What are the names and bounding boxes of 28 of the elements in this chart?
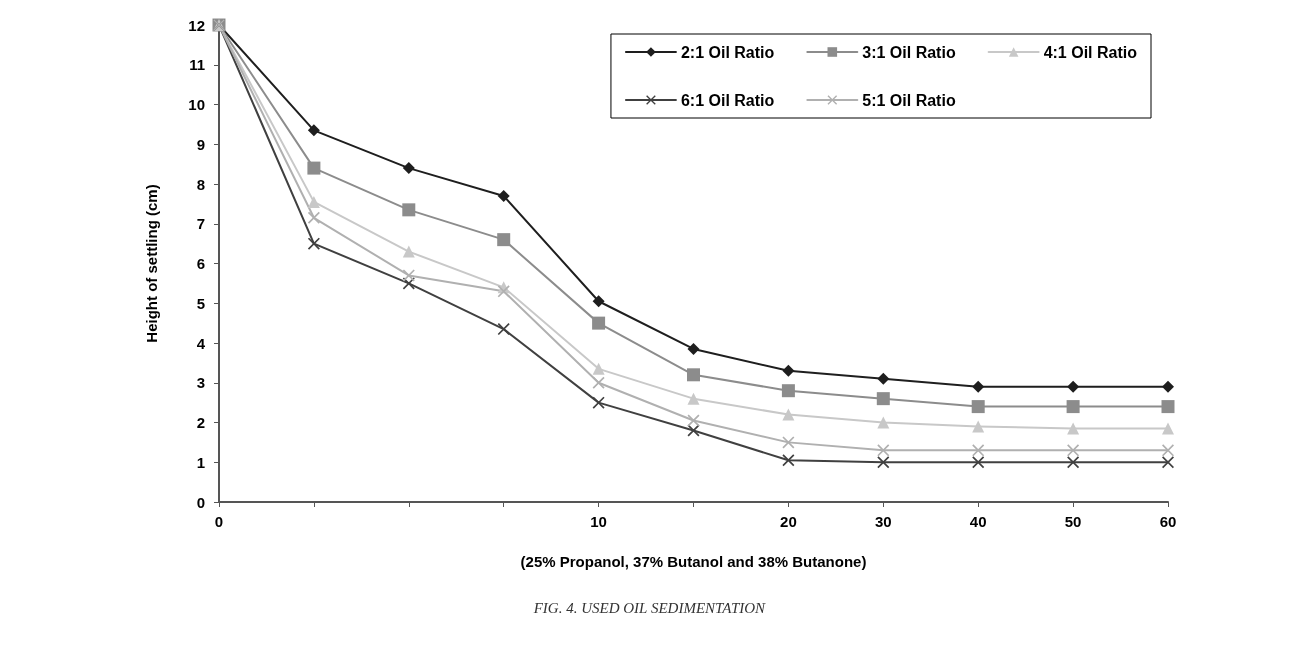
y-tick-label: 1 xyxy=(196,453,205,471)
x-tick-label: 0 xyxy=(214,513,224,530)
y-tick-label: 12 xyxy=(188,16,205,34)
y-tick-label: 11 xyxy=(189,56,205,74)
y-axis-title: Height of settling (cm) xyxy=(143,184,160,343)
legend-label: 5:1 Oil Ratio xyxy=(862,91,956,109)
y-tick-label: 7 xyxy=(196,215,205,233)
legend-label: 4:1 Oil Ratio xyxy=(1043,43,1138,61)
legend-label: 3:1 Oil Ratio xyxy=(862,43,956,61)
y-tick-label: 10 xyxy=(188,96,205,113)
y-tick-label: 8 xyxy=(196,175,205,193)
x-tick-label: 20 xyxy=(780,513,797,530)
x-tick-label: 40 xyxy=(969,513,987,530)
caption: FIG. 4. USED OIL SEDIMENTATION xyxy=(532,599,767,616)
x-tick-label: 10 xyxy=(590,513,607,530)
y-tick-label: 3 xyxy=(196,374,205,392)
legend-label: 6:1 Oil Ratio xyxy=(680,91,775,109)
x-tick-label: 30 xyxy=(874,513,892,530)
x-tick-label: 50 xyxy=(1064,513,1082,530)
x-tick-label: 60 xyxy=(1159,513,1177,530)
legend-label: 2:1 Oil Ratio xyxy=(680,43,775,61)
y-tick-label: 0 xyxy=(196,493,205,511)
x-axis-title: (25% Propanol, 37% Butanol and 38% Butanone) xyxy=(520,553,867,570)
y-tick-label: 5 xyxy=(196,294,205,312)
y-tick-label: 6 xyxy=(196,255,205,272)
y-tick-label: 4 xyxy=(196,334,206,352)
y-tick-label: 2 xyxy=(196,414,205,431)
y-tick-label: 9 xyxy=(196,135,205,153)
